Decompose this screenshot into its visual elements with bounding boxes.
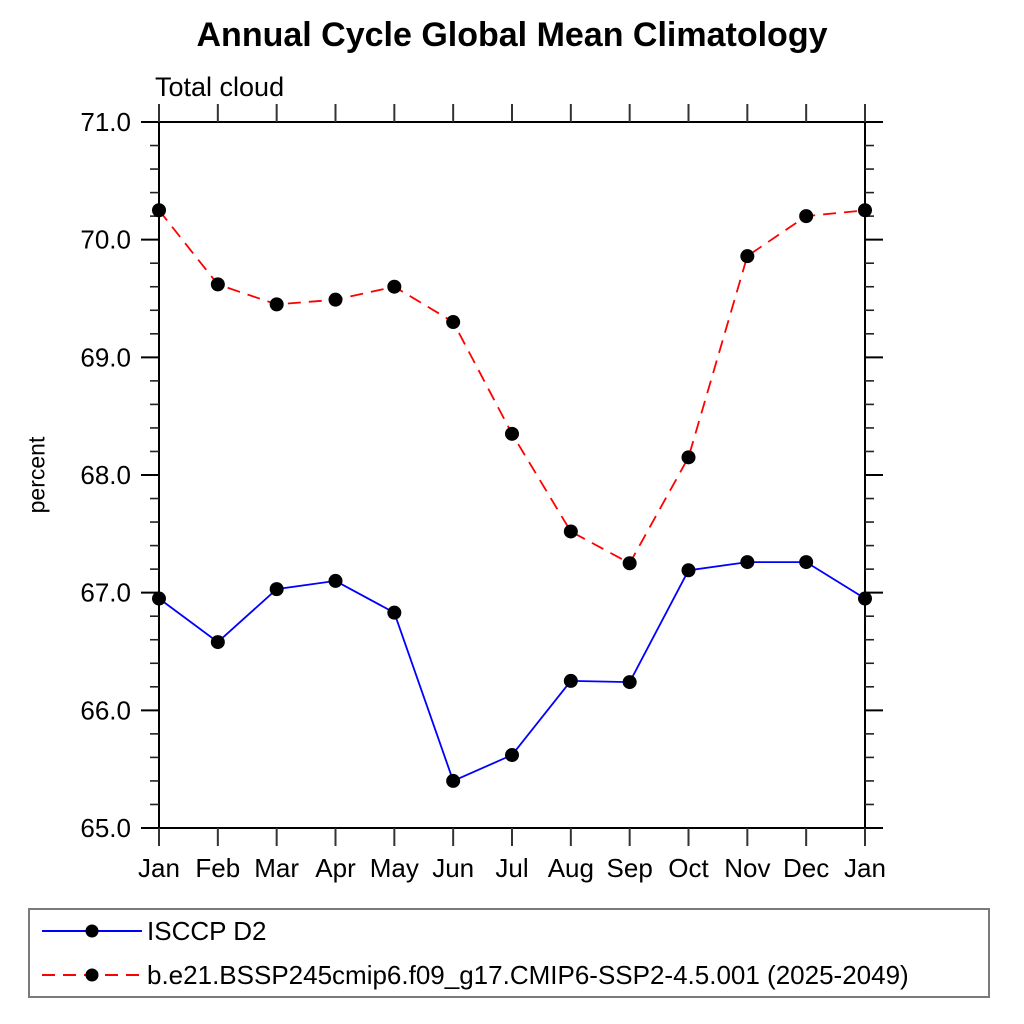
data-point-marker	[858, 203, 872, 218]
data-point-marker	[740, 249, 755, 264]
data-point-marker	[622, 675, 637, 690]
data-point-marker	[858, 591, 872, 606]
x-axis-tick-label: Dec	[783, 853, 829, 883]
x-axis-tick-label: Jul	[495, 853, 528, 883]
legend-item-isccp-d2: ISCCP D2	[37, 911, 988, 951]
x-axis-tick-label: Apr	[315, 853, 356, 883]
legend-label-isccp-d2: ISCCP D2	[147, 916, 267, 946]
data-point-marker	[210, 277, 225, 292]
y-axis-tick-label: 68.0	[80, 460, 131, 490]
x-axis-tick-label: May	[370, 853, 419, 883]
data-point-marker	[446, 773, 461, 788]
y-axis-tick-label: 71.0	[80, 107, 131, 137]
data-point-marker	[387, 605, 402, 620]
chart-title: Annual Cycle Global Mean Climatology	[196, 16, 828, 54]
x-axis-tick-label: Mar	[254, 853, 299, 883]
legend-item-model-run: b.e21.BSSP245cmip6.f09_g17.CMIP6-SSP2-4.…	[37, 955, 988, 995]
x-axis-tick-label: Feb	[195, 853, 240, 883]
data-point-marker	[210, 635, 225, 650]
y-axis-tick-label: 66.0	[80, 695, 131, 725]
data-point-marker	[505, 748, 519, 763]
data-point-marker	[563, 524, 578, 539]
legend-label-model-run: b.e21.BSSP245cmip6.f09_g17.CMIP6-SSP2-4.…	[147, 960, 909, 990]
data-point-marker	[328, 292, 343, 307]
plot-frame	[158, 121, 866, 829]
y-axis-tick-label: 69.0	[80, 342, 131, 372]
x-axis-tick-label: Oct	[668, 853, 709, 883]
data-point-marker	[563, 673, 578, 688]
x-axis-tick-label: Jan	[844, 853, 886, 883]
chart-subtitle: Total cloud	[155, 72, 285, 102]
x-axis-tick-label: Sep	[607, 853, 653, 883]
data-point-marker	[740, 555, 755, 570]
data-point-marker	[446, 315, 461, 330]
legend: ISCCP D2 b.e21.BSSP245cmip6.f09_g17.CMIP…	[28, 908, 990, 998]
data-point-marker	[269, 582, 284, 597]
x-axis-tick-label: Nov	[724, 853, 770, 883]
x-axis-tick-label: Jan	[138, 853, 180, 883]
data-point-marker	[799, 555, 814, 570]
legend-line-sample-dashed	[42, 968, 142, 982]
data-point-marker	[681, 450, 696, 465]
data-point-marker	[681, 563, 696, 578]
data-point-marker	[152, 203, 166, 218]
data-point-marker	[799, 209, 814, 224]
legend-line-sample-solid	[42, 924, 142, 938]
data-point-marker	[328, 573, 343, 588]
data-point-marker	[269, 297, 284, 312]
data-point-marker	[505, 426, 519, 441]
y-axis-tick-label: 70.0	[80, 225, 131, 255]
series-line-1	[158, 209, 866, 565]
x-axis-tick-label: Jun	[432, 853, 474, 883]
data-point-marker	[622, 556, 637, 571]
data-point-marker	[152, 591, 166, 606]
data-point-marker	[387, 279, 402, 294]
plot-area: 65.0 66.0 67.0 68.0 69.0 70.0 71.0 Jan Feb Mar Apr…	[80, 104, 886, 883]
x-axis-tick-label: Aug	[548, 853, 594, 883]
y-axis-tick-label: 65.0	[80, 813, 131, 843]
y-axis-tick-label: 67.0	[80, 578, 131, 608]
